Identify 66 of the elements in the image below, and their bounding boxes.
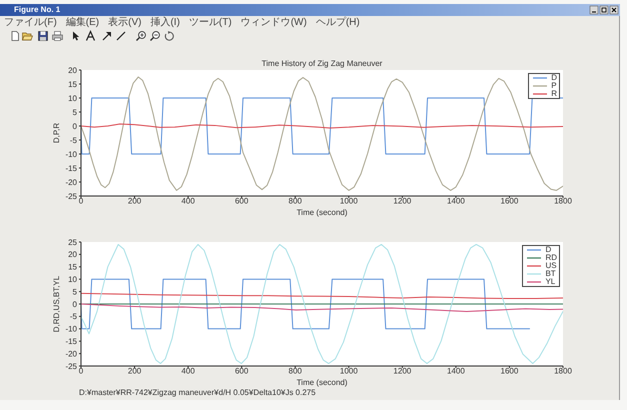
- y-tick-label: 0: [72, 122, 78, 131]
- x-tick-label: 1400: [446, 196, 466, 206]
- legend-label: P: [551, 81, 557, 90]
- x-tick-label: 1600: [500, 366, 519, 376]
- y-tick-label: -10: [65, 150, 78, 159]
- legend-label: YL: [545, 277, 556, 286]
- text: ウィンドウ(W): [240, 17, 307, 29]
- line-series: [81, 304, 563, 312]
- x-tick-label: 400: [181, 196, 196, 206]
- x-tick-label: 1800: [554, 366, 572, 376]
- x-tick-label: 1400: [446, 366, 466, 376]
- legend-label: US: [545, 261, 557, 270]
- y-tick-label: -10: [65, 324, 78, 334]
- x-tick-label: 600: [234, 196, 249, 206]
- y-tick-label: -5: [70, 136, 78, 145]
- legend-label: D: [545, 245, 552, 254]
- y-tick-label: 10: [68, 94, 78, 103]
- line-series: [81, 76, 563, 191]
- y-tick-label: 20: [68, 66, 78, 75]
- x-tick-label: 1000: [340, 366, 358, 376]
- x-tick-label: 800: [288, 196, 302, 206]
- y-tick-label: 10: [68, 275, 78, 284]
- legend-label: BT: [545, 269, 556, 278]
- chart-title: Time History of Zig Zag Maneuver: [260, 59, 384, 68]
- y-tick-label: -5: [70, 312, 78, 322]
- x-tick-label: 1800: [554, 196, 572, 206]
- y-tick-label: -15: [65, 337, 78, 346]
- y-tick-label: 0: [72, 300, 78, 309]
- text: ヘルプ(H): [316, 17, 360, 29]
- y-tick-label: 15: [68, 262, 78, 272]
- text: 編集(E): [66, 17, 100, 29]
- y-tick-label: -15: [65, 164, 78, 173]
- x-tick-label: 1000: [340, 196, 358, 206]
- text: 表示(V): [108, 17, 142, 29]
- text: 挿入(I): [150, 17, 180, 29]
- y-axis-title: D,RD,US,BT,YL: [52, 275, 61, 332]
- y-axis-title: D,P,R: [52, 122, 61, 144]
- y-tick-label: -25: [65, 192, 78, 201]
- y-tick-label: -20: [65, 349, 78, 358]
- y-tick-label: -25: [65, 362, 78, 371]
- x-tick-label: 200: [128, 196, 142, 206]
- x-tick-label: 1600: [500, 196, 519, 206]
- y-tick-label: -20: [65, 178, 78, 187]
- legend-label: R: [551, 89, 557, 98]
- y-tick-label: 25: [68, 238, 78, 247]
- y-tick-label: 20: [68, 250, 78, 260]
- x-tick-label: 800: [288, 366, 302, 376]
- x-tick-label: 1200: [393, 366, 412, 376]
- legend-label: D: [551, 73, 557, 82]
- text: ファイル(F): [4, 17, 57, 29]
- x-axis-title: Time (second): [296, 378, 348, 387]
- x-tick-label: 1200: [393, 196, 412, 206]
- y-tick-label: 5: [72, 108, 78, 117]
- x-tick-label: 600: [234, 366, 249, 376]
- line-series: [81, 244, 563, 364]
- x-tick-label: 400: [181, 366, 196, 376]
- text: D:¥master¥RR-742¥Zigzag maneuver¥d/H 0.05¥Delta10¥Js 0.275: [79, 388, 316, 397]
- x-axis-title: Time (second): [296, 208, 348, 217]
- x-tick-label: 200: [128, 366, 142, 376]
- x-tick-label: 0: [78, 366, 84, 376]
- x-tick-label: 0: [78, 196, 84, 206]
- legend-label: RD: [545, 253, 557, 262]
- y-tick-label: 15: [68, 80, 78, 89]
- text: ツール(T): [188, 17, 232, 29]
- y-tick-label: 5: [72, 287, 78, 296]
- text: Figure No. 1: [14, 5, 60, 15]
